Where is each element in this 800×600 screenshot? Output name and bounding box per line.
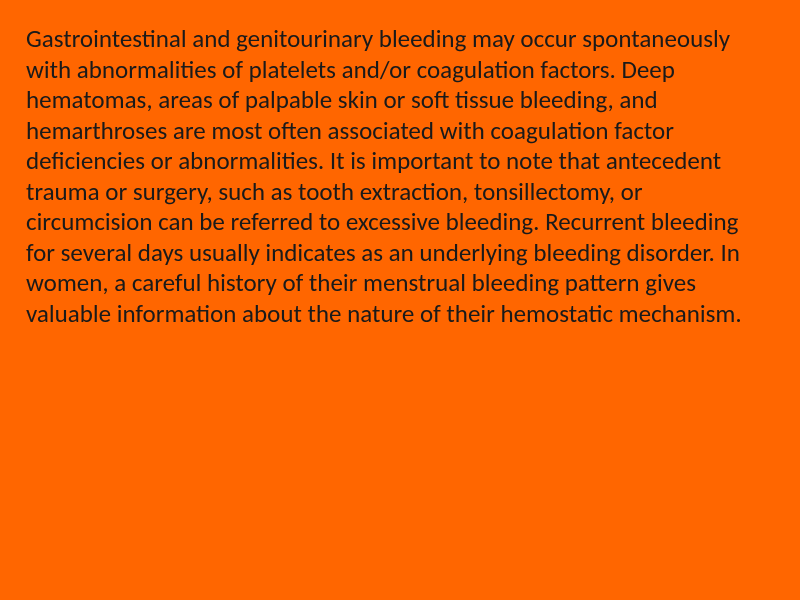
slide-container: Gastrointestinal and genitourinary bleed… (0, 0, 800, 600)
slide-body-text: Gastrointestinal and genitourinary bleed… (26, 24, 770, 329)
